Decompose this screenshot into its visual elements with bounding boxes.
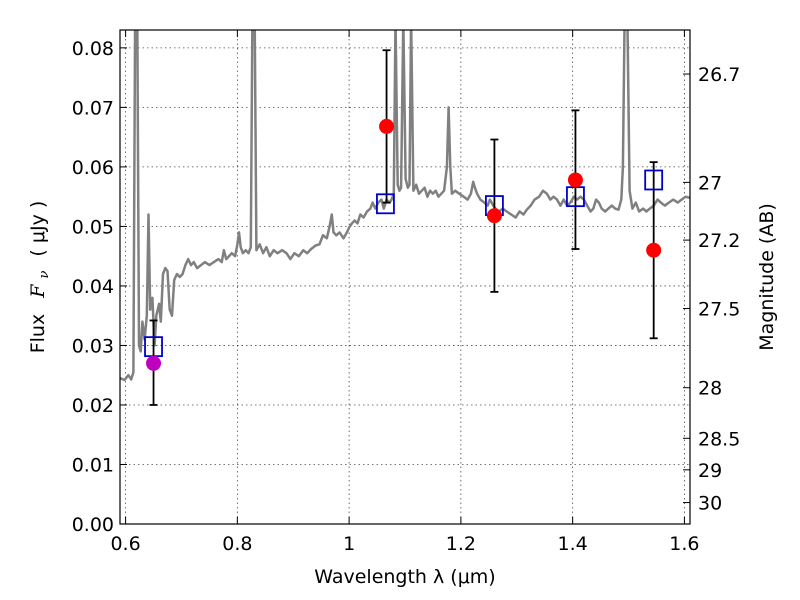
mag-tick-label-4: 28	[698, 378, 722, 400]
y-tick-label-8: 0.08	[72, 38, 114, 60]
axes: 0.6 0.8 1 1.2 1.4 1.6 0.00 0.01 0.02 0.03 0.04 0.05…	[72, 30, 740, 555]
plot-frame	[119, 29, 691, 525]
y-axis-label-right: Magnitude (AB)	[756, 203, 778, 351]
y-tick-label-5: 0.05	[72, 216, 114, 238]
mag-tick-label-5: 28.5	[698, 428, 740, 450]
x-tick-label-1: 0.8	[222, 533, 252, 555]
x-tick-label-4: 1.4	[558, 533, 588, 555]
svg-text:Flux F ν ( μ: Flux F ν ( μJy )	[27, 201, 53, 354]
y-axis-label-left: Flux F ν ( μJy )	[27, 201, 53, 354]
y-axis-label-symbol: F	[27, 284, 49, 299]
mag-tick-label-3: 27.5	[698, 299, 740, 321]
x-tick-label-0: 0.6	[110, 533, 140, 555]
observed-point-2	[486, 208, 502, 224]
x-tick-label-5: 1.6	[669, 533, 699, 555]
observed-point-3	[567, 172, 583, 188]
x-tick-label-2: 1	[343, 533, 355, 555]
photometry-markers	[144, 49, 664, 406]
y-tick-label-2: 0.02	[72, 395, 114, 417]
observed-point-0	[146, 355, 162, 371]
observed-point-1	[379, 118, 395, 134]
model-photometry-box-4	[644, 169, 664, 191]
y-tick-label-6: 0.06	[72, 157, 114, 179]
y-tick-label-1: 0.01	[72, 454, 114, 476]
x-tick-label-3: 1.2	[446, 533, 476, 555]
mag-tick-label-2: 27.2	[698, 230, 740, 252]
y-axis-label-unit: ( μJy )	[27, 201, 49, 257]
x-axis-label: Wavelength λ (μm)	[314, 566, 495, 588]
model-photometry-box-1	[376, 193, 395, 215]
mag-tick-label-7: 30	[698, 493, 722, 515]
y-tick-label-3: 0.03	[72, 335, 114, 357]
mag-tick-label-1: 27	[698, 172, 722, 194]
y-tick-label-4: 0.04	[72, 276, 114, 298]
y-axis-label-subscript: ν	[37, 271, 52, 279]
y-axis-label-text: Flux	[27, 314, 49, 354]
y-tick-label-7: 0.07	[72, 97, 114, 119]
mag-tick-label-6: 29	[698, 460, 722, 482]
observed-point-4	[646, 242, 662, 258]
mag-tick-label-0: 26.7	[698, 64, 740, 86]
y-tick-label-0: 0.00	[72, 514, 114, 536]
